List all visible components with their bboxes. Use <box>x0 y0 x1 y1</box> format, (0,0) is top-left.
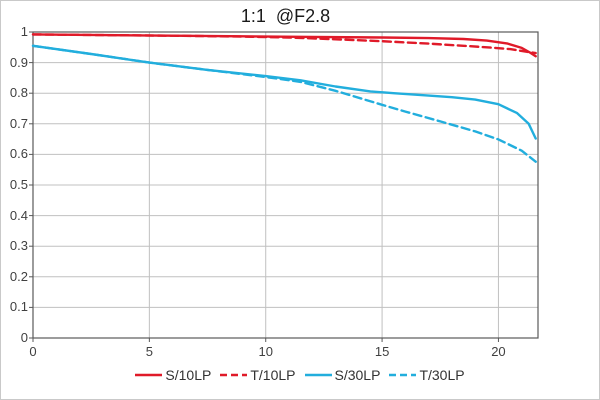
legend: S/10LP T/10LP S/30LP T/30LP <box>1 364 599 386</box>
legend-item-s-10lp: S/10LP <box>135 367 211 383</box>
legend-label: S/30LP <box>334 367 381 383</box>
legend-swatch-dashed-line <box>389 373 417 377</box>
y-tick-label: 0.9 <box>9 54 28 70</box>
y-tick-label: 0.1 <box>9 299 28 315</box>
legend-swatch-solid-line <box>135 373 163 377</box>
legend-item-t-30lp: T/30LP <box>389 367 465 383</box>
x-tick-label: 0 <box>29 344 37 359</box>
y-tick-label: 0.7 <box>9 115 28 131</box>
legend-swatch-solid-line <box>304 373 332 377</box>
legend-label: T/30LP <box>419 367 465 383</box>
x-tick-label: 15 <box>374 344 390 359</box>
y-tick-label: 0.5 <box>9 177 28 192</box>
x-tick-label: 5 <box>145 344 153 359</box>
legend-item-s-30lp: S/30LP <box>304 367 381 383</box>
legend-item-t-10lp: T/10LP <box>220 367 296 383</box>
y-tick-label: 0.3 <box>9 238 28 254</box>
y-tick-label: 0 <box>20 330 28 345</box>
y-tick-label: 0.6 <box>9 146 28 162</box>
y-tick-label: 1 <box>20 24 28 39</box>
legend-label: T/10LP <box>250 367 296 383</box>
curve-s-30lp <box>31 44 537 140</box>
y-tick-label: 0.2 <box>9 268 28 284</box>
x-tick-label: 20 <box>491 344 506 359</box>
y-tick-label: 0.4 <box>9 207 28 223</box>
x-tick-label: 10 <box>258 344 273 359</box>
chart-title: 1:1 @F2.8 <box>240 6 331 26</box>
curve-t-10lp <box>31 33 537 55</box>
legend-swatch-dashed-line <box>220 373 248 377</box>
y-tick-label: 0.8 <box>9 85 28 101</box>
curve-t-30lp <box>31 44 537 163</box>
legend-label: S/10LP <box>165 367 212 383</box>
